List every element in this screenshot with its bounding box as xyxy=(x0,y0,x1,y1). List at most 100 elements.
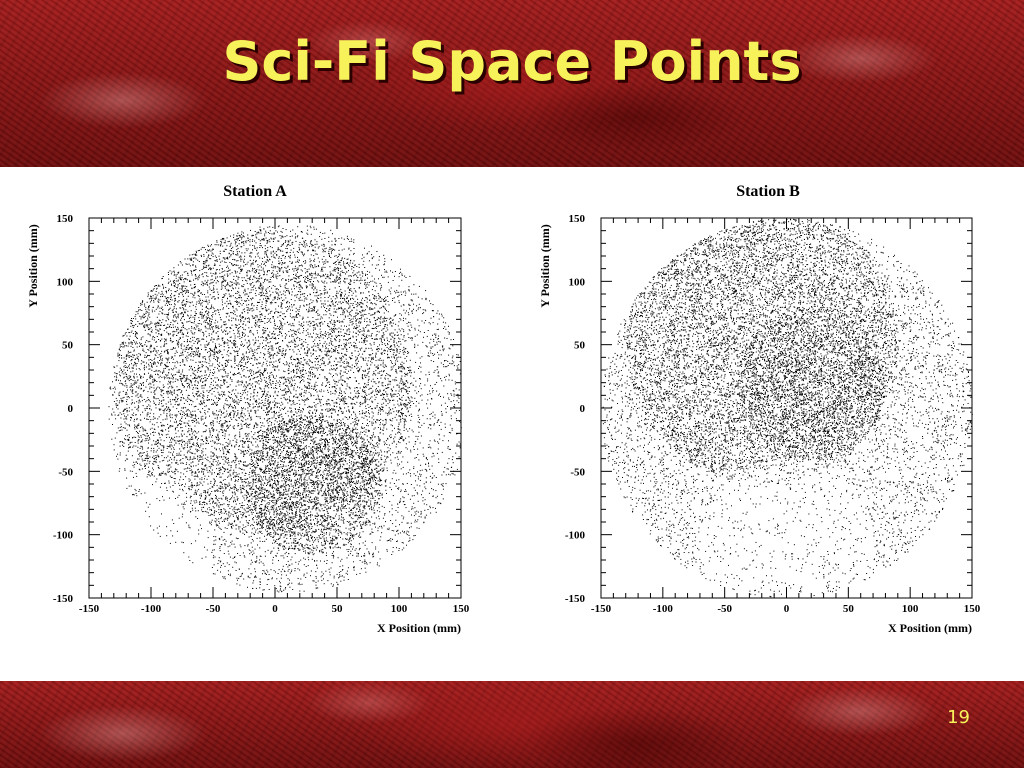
scatter-point xyxy=(195,508,196,509)
scatter-point xyxy=(238,423,239,424)
scatter-point xyxy=(379,360,380,361)
scatter-point xyxy=(359,475,360,476)
scatter-point xyxy=(308,322,309,323)
scatter-point xyxy=(313,284,314,285)
scatter-point xyxy=(394,346,395,347)
scatter-point xyxy=(310,421,311,422)
scatter-point xyxy=(287,399,288,400)
scatter-point xyxy=(281,231,282,232)
scatter-point xyxy=(178,471,179,472)
scatter-point xyxy=(329,502,330,503)
scatter-point xyxy=(363,264,364,265)
scatter-point xyxy=(228,407,229,408)
scatter-point xyxy=(295,331,296,332)
scatter-point xyxy=(353,464,354,465)
scatter-point xyxy=(272,563,273,564)
scatter-point xyxy=(311,369,312,370)
scatter-point xyxy=(347,259,348,260)
scatter-point xyxy=(347,571,348,572)
scatter-point xyxy=(362,310,363,311)
scatter-point xyxy=(339,572,340,573)
scatter-point xyxy=(249,278,250,279)
scatter-point xyxy=(425,464,426,465)
scatter-point xyxy=(271,494,272,495)
scatter-point xyxy=(356,339,357,340)
scatter-point xyxy=(274,253,275,254)
scatter-point xyxy=(353,507,354,508)
scatter-point xyxy=(188,385,189,386)
scatter-point xyxy=(266,255,267,256)
scatter-point xyxy=(248,427,249,428)
scatter-point xyxy=(293,336,294,337)
scatter-point xyxy=(296,430,297,431)
scatter-point xyxy=(355,291,356,292)
scatter-point xyxy=(368,430,369,431)
scatter-point xyxy=(243,375,244,376)
scatter-point xyxy=(312,266,313,267)
scatter-point xyxy=(380,378,381,379)
scatter-point xyxy=(346,435,347,436)
scatter-point xyxy=(292,489,293,490)
scatter-point xyxy=(178,284,179,285)
scatter-point xyxy=(180,460,181,461)
scatter-point xyxy=(148,471,149,472)
scatter-point xyxy=(287,363,288,364)
scatter-point xyxy=(259,258,260,259)
scatter-point xyxy=(353,422,354,423)
scatter-point xyxy=(281,333,282,334)
scatter-point xyxy=(206,438,207,439)
scatter-point xyxy=(282,521,283,522)
scatter-point xyxy=(368,480,369,481)
scatter-point xyxy=(355,432,356,433)
scatter-point xyxy=(428,447,429,448)
scatter-point xyxy=(416,511,417,512)
scatter-point xyxy=(291,508,292,509)
scatter-point xyxy=(320,470,321,471)
scatter-point xyxy=(296,394,297,395)
scatter-point xyxy=(391,349,392,350)
scatter-point xyxy=(213,268,214,269)
scatter-point xyxy=(237,553,238,554)
scatter-point xyxy=(137,447,138,448)
scatter-point xyxy=(358,351,359,352)
scatter-point xyxy=(113,412,114,413)
scatter-point xyxy=(385,304,386,305)
scatter-point xyxy=(194,317,195,318)
scatter-point xyxy=(316,467,317,468)
scatter-point xyxy=(209,359,210,360)
scatter-point xyxy=(177,427,178,428)
scatter-point xyxy=(169,378,170,379)
scatter-point xyxy=(400,453,401,454)
scatter-point xyxy=(287,391,288,392)
scatter-point xyxy=(315,273,316,274)
scatter-point xyxy=(127,430,128,431)
scatter-point xyxy=(228,375,229,376)
scatter-point xyxy=(282,404,283,405)
scatter-point xyxy=(279,353,280,354)
scatter-point xyxy=(207,352,208,353)
scatter-point xyxy=(202,364,203,365)
scatter-point xyxy=(366,305,367,306)
scatter-point xyxy=(327,440,328,441)
scatter-point xyxy=(325,289,326,290)
scatter-point xyxy=(287,494,288,495)
scatter-point xyxy=(246,512,247,513)
scatter-point xyxy=(338,283,339,284)
scatter-point xyxy=(399,339,400,340)
scatter-point xyxy=(291,545,292,546)
scatter-point xyxy=(367,373,368,374)
scatter-point xyxy=(300,412,301,413)
scatter-point xyxy=(307,234,308,235)
scatter-point xyxy=(380,319,381,320)
scatter-point xyxy=(401,292,402,293)
scatter-point xyxy=(303,322,304,323)
scatter-point xyxy=(211,552,212,553)
scatter-point xyxy=(363,371,364,372)
scatter-point xyxy=(287,527,288,528)
scatter-point xyxy=(234,486,235,487)
scatter-point xyxy=(257,496,258,497)
scatter-point xyxy=(184,346,185,347)
scatter-point xyxy=(389,540,390,541)
scatter-point xyxy=(205,454,206,455)
scatter-point xyxy=(347,443,348,444)
